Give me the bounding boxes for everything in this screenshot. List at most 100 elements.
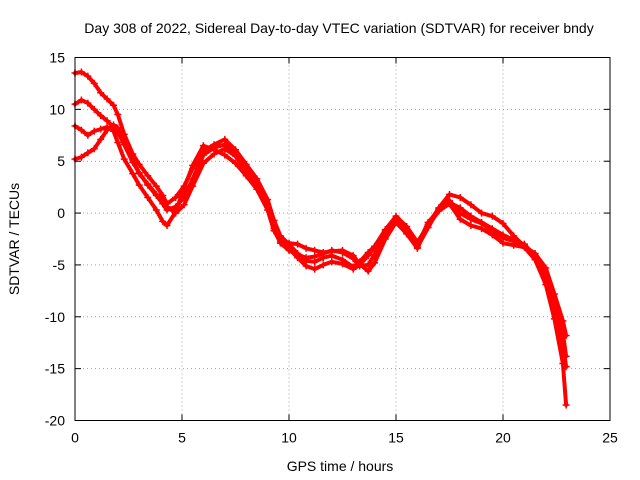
data-point xyxy=(97,125,105,133)
data-point xyxy=(77,68,85,76)
data-point xyxy=(144,194,152,202)
data-point xyxy=(90,79,98,87)
data-point xyxy=(264,203,272,211)
data-point xyxy=(97,112,105,120)
data-point xyxy=(328,258,336,266)
y-tick-label: -15 xyxy=(45,361,65,377)
data-point xyxy=(302,254,310,262)
data-point xyxy=(371,251,379,259)
data-point xyxy=(114,111,122,119)
data-point xyxy=(339,248,346,256)
x-tick-label: 15 xyxy=(388,430,404,446)
data-point xyxy=(424,218,432,226)
data-point xyxy=(144,172,152,180)
series-line xyxy=(73,122,569,359)
data-point xyxy=(120,136,128,144)
data-point xyxy=(172,209,180,217)
chart-title: Day 308 of 2022, Sidereal Day-to-day VTE… xyxy=(84,20,593,36)
data-point xyxy=(221,145,229,153)
series-1 xyxy=(71,68,570,409)
data-point xyxy=(221,151,229,159)
series-line xyxy=(73,70,569,407)
data-point xyxy=(152,190,160,198)
data-point xyxy=(199,159,207,167)
data-point xyxy=(135,170,143,178)
data-point xyxy=(302,262,310,270)
data-point xyxy=(232,152,239,160)
data-point xyxy=(163,222,171,230)
data-point xyxy=(364,267,372,275)
data-point xyxy=(129,170,137,178)
data-point xyxy=(403,227,411,235)
data-point xyxy=(446,199,453,207)
data-point xyxy=(97,135,105,143)
series-4 xyxy=(71,121,570,360)
data-point xyxy=(163,203,171,211)
data-point xyxy=(144,180,152,188)
grid-layer xyxy=(75,57,610,421)
data-point xyxy=(114,124,122,132)
data-point xyxy=(232,159,239,167)
data-point xyxy=(159,217,167,225)
data-point xyxy=(328,246,336,254)
data-point xyxy=(114,139,122,147)
plot-frame xyxy=(74,57,611,421)
series-2 xyxy=(71,96,570,371)
data-point xyxy=(311,253,319,261)
data-point xyxy=(253,182,261,190)
data-point xyxy=(435,206,443,214)
data-point xyxy=(152,206,160,214)
data-point xyxy=(349,255,357,263)
data-point xyxy=(562,363,570,371)
data-point xyxy=(381,233,389,241)
data-point xyxy=(542,269,550,277)
data-point xyxy=(129,156,137,164)
x-tick-label: 0 xyxy=(71,430,79,446)
data-point xyxy=(499,219,507,227)
data-point xyxy=(520,241,528,249)
data-point xyxy=(356,262,364,270)
data-point xyxy=(446,190,453,198)
data-point xyxy=(199,142,207,150)
x-tick-label: 20 xyxy=(495,430,511,446)
y-tick-label: -20 xyxy=(45,413,65,429)
data-point xyxy=(531,253,539,261)
y-tick-label: 5 xyxy=(57,153,65,169)
data-point xyxy=(339,260,346,268)
data-point xyxy=(77,153,85,161)
data-point xyxy=(467,212,475,220)
data-point xyxy=(456,215,464,223)
data-point xyxy=(135,181,143,189)
data-point xyxy=(103,126,111,134)
data-point xyxy=(84,72,92,80)
data-point xyxy=(478,209,486,217)
data-point xyxy=(172,194,180,202)
data-point xyxy=(550,295,558,303)
data-point xyxy=(103,95,111,103)
x-axis-label: GPS time / hours xyxy=(287,458,394,474)
data-point xyxy=(559,329,567,337)
data-point xyxy=(110,121,118,129)
series-layer xyxy=(71,68,570,409)
data-point xyxy=(199,151,207,159)
data-point xyxy=(189,161,197,169)
data-point xyxy=(467,222,475,230)
data-point xyxy=(562,352,570,360)
data-point xyxy=(319,261,327,269)
data-point xyxy=(319,250,327,258)
data-point xyxy=(311,246,319,254)
data-point xyxy=(110,101,118,109)
data-point xyxy=(90,105,98,113)
data-point xyxy=(478,218,486,226)
x-tick-label: 5 xyxy=(178,430,186,446)
y-tick-label: 15 xyxy=(49,50,65,66)
y-tick-label: -5 xyxy=(53,257,66,273)
data-point xyxy=(488,225,496,233)
data-point xyxy=(120,155,128,163)
data-point xyxy=(90,127,98,135)
data-point xyxy=(270,225,278,233)
data-point xyxy=(467,201,475,209)
data-point xyxy=(364,252,372,260)
data-point xyxy=(276,239,284,247)
